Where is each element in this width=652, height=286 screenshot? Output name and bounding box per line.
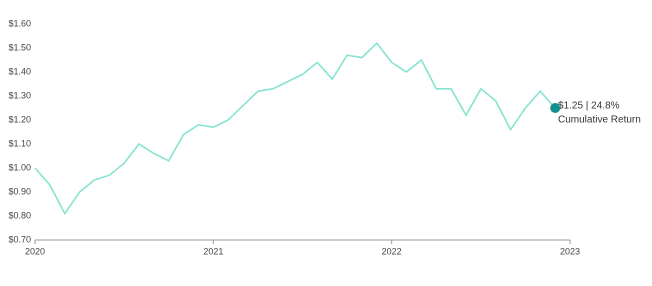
y-tick-label: $1.40: [8, 66, 31, 76]
x-tick-label: 2020: [25, 246, 45, 256]
end-series-label: Cumulative Return: [558, 115, 641, 126]
y-tick-label: $1.60: [8, 18, 31, 28]
y-tick-label: $0.90: [8, 186, 31, 196]
end-marker: [550, 103, 561, 113]
y-tick-label: $1.50: [8, 42, 31, 52]
y-tick-label: $1.30: [8, 90, 31, 100]
y-tick-label: $0.80: [8, 210, 31, 220]
y-tick-label: $0.70: [8, 234, 31, 244]
y-tick-label: $1.00: [8, 162, 31, 172]
end-value-label: $1.25 | 24.8%: [558, 101, 620, 112]
x-tick-label: 2022: [382, 246, 402, 256]
series-line: [34, 42, 556, 216]
x-tick-label: 2023: [560, 246, 580, 256]
x-tick-label: 2021: [203, 246, 223, 256]
y-tick-label: $1.10: [8, 138, 31, 148]
y-tick-label: $1.20: [8, 114, 31, 124]
